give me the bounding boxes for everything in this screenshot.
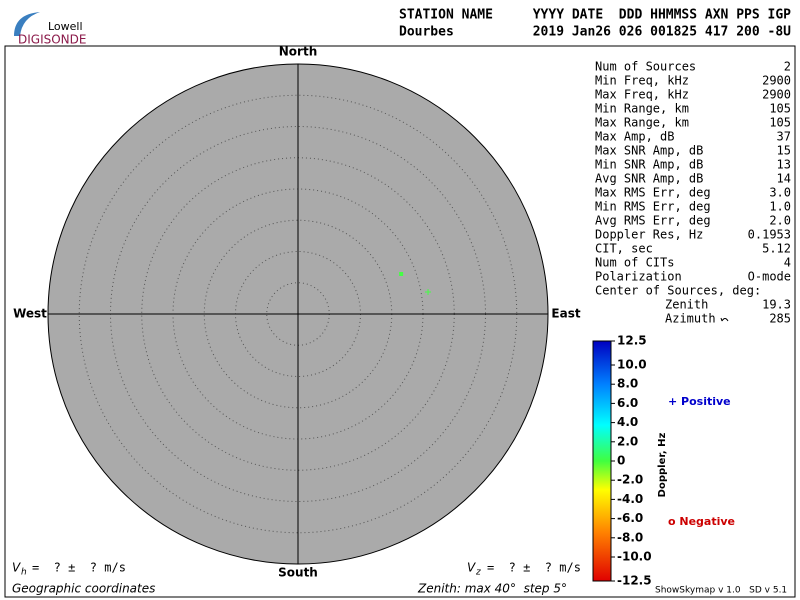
logo-big: DIGISONDE xyxy=(18,33,86,47)
stat-value: 37 xyxy=(777,130,791,144)
stat-label: Min Freq, kHz xyxy=(595,74,689,88)
stat-value: 3.0 xyxy=(769,186,791,200)
stats-table: Num of Sources 2 Min Freq, kHz 2900 Max Freq… xyxy=(595,60,791,326)
stat-value: 19.3 xyxy=(762,298,791,312)
stat-label: Max Amp, dB xyxy=(595,130,674,144)
stat-label: Max RMS Err, deg xyxy=(595,186,711,200)
colorbar-tick-label: -12.5 xyxy=(617,574,652,588)
stat-value: 2.0 xyxy=(769,214,791,228)
colorbar-tick-label: 12.5 xyxy=(617,334,647,348)
azimuth-icon xyxy=(720,317,729,322)
zenith-scale: Zenith: max 40° step 5° xyxy=(417,582,567,596)
stat-value: 0.1953 xyxy=(748,228,791,242)
stat-value: 2900 xyxy=(762,74,791,88)
colorbar-tick-label: -2.0 xyxy=(617,473,643,487)
stat-value: 105 xyxy=(769,102,791,116)
colorbar-tick-label: -4.0 xyxy=(617,492,643,506)
stat-label: Zenith xyxy=(665,298,708,312)
stat-label: Max Freq, kHz xyxy=(595,88,689,102)
colorbar-tick-label: 4.0 xyxy=(617,415,638,429)
header-text: 2019 Jan26 026 001825 417 200 -8U xyxy=(533,25,791,40)
stat-label: Avg RMS Err, deg xyxy=(595,214,711,228)
header-text: YYYY DATE DDD HHMMSS AXN PPS IGP xyxy=(533,8,791,23)
legend-negative: o Negative xyxy=(668,515,735,528)
source-point xyxy=(399,271,404,276)
velocity-label: = ? ± ? m/s xyxy=(487,561,581,575)
velocity-label: z xyxy=(475,568,481,578)
stat-value: 2 xyxy=(784,60,791,74)
stat-label: Num of Sources xyxy=(595,60,696,74)
colorbar-scale xyxy=(592,340,612,582)
direction-label: North xyxy=(279,45,317,59)
stat-value: 15 xyxy=(777,144,791,158)
velocity-label: h xyxy=(21,568,27,578)
velocity-label: V xyxy=(12,561,21,575)
stat-value: 13 xyxy=(777,158,791,172)
logo-small: Lowell xyxy=(48,20,83,33)
frame xyxy=(4,45,796,598)
colorbar-tick-label: 6.0 xyxy=(617,396,638,410)
stat-value: O-mode xyxy=(748,270,791,284)
stat-label: Num of CITs xyxy=(595,256,674,270)
stat-label: Min Range, km xyxy=(595,102,689,116)
direction-label: South xyxy=(278,566,318,580)
polar-plot xyxy=(47,63,549,565)
stat-value: 1.0 xyxy=(769,200,791,214)
stat-label: Max Range, km xyxy=(595,116,689,130)
stat-label: Max SNR Amp, dB xyxy=(595,144,703,158)
velocity-label: = ? ± ? m/s xyxy=(32,561,126,575)
stat-label: Azimuth xyxy=(665,312,716,326)
legend-positive: + Positive xyxy=(668,395,731,408)
source-point xyxy=(425,289,432,296)
stat-value: 2900 xyxy=(762,88,791,102)
stat-label: Doppler Res, Hz xyxy=(595,228,703,242)
stat-label: Min RMS Err, deg xyxy=(595,200,711,214)
stat-value: 4 xyxy=(784,256,791,270)
stat-value: 5.12 xyxy=(762,242,791,256)
header-text: STATION NAME xyxy=(399,8,493,23)
colorbar: 12.5 10.0 8.0 6.0 4.0 2.0 0 -2.0 -4.0 -6.0 -8.0 -10… xyxy=(592,334,652,588)
direction-label: West xyxy=(13,307,47,321)
stat-label: Avg SNR Amp, dB xyxy=(595,172,703,186)
colorbar-tick-label: -8.0 xyxy=(617,530,643,544)
direction-label: East xyxy=(551,307,580,321)
colorbar-tick-label: 2.0 xyxy=(617,434,638,448)
stat-label: Min SNR Amp, dB xyxy=(595,158,703,172)
stat-label: Polarization xyxy=(595,270,682,284)
version: ShowSkymap v 1.0 SD v 5.1 xyxy=(655,586,787,596)
colorbar-tick-label: -10.0 xyxy=(617,550,652,564)
stat-value: 14 xyxy=(777,172,791,186)
stat-value: 285 xyxy=(769,312,791,326)
velocity-label: V xyxy=(467,561,476,575)
colorbar-tick-label: -6.0 xyxy=(617,511,643,525)
header-text: Dourbes xyxy=(399,25,454,40)
coords-label: Geographic coordinates xyxy=(12,582,155,596)
colorbar-tick-label: 10.0 xyxy=(617,358,647,372)
stat-value: 105 xyxy=(769,116,791,130)
colorbar-tick-label: 0 xyxy=(617,454,625,468)
logo-swoosh xyxy=(14,12,40,36)
colorbar-title: Doppler, Hz xyxy=(657,433,668,498)
stat-label: CIT, sec xyxy=(595,242,653,256)
stat-label: Center of Sources, deg: xyxy=(595,284,761,298)
colorbar-tick-label: 8.0 xyxy=(617,377,638,391)
